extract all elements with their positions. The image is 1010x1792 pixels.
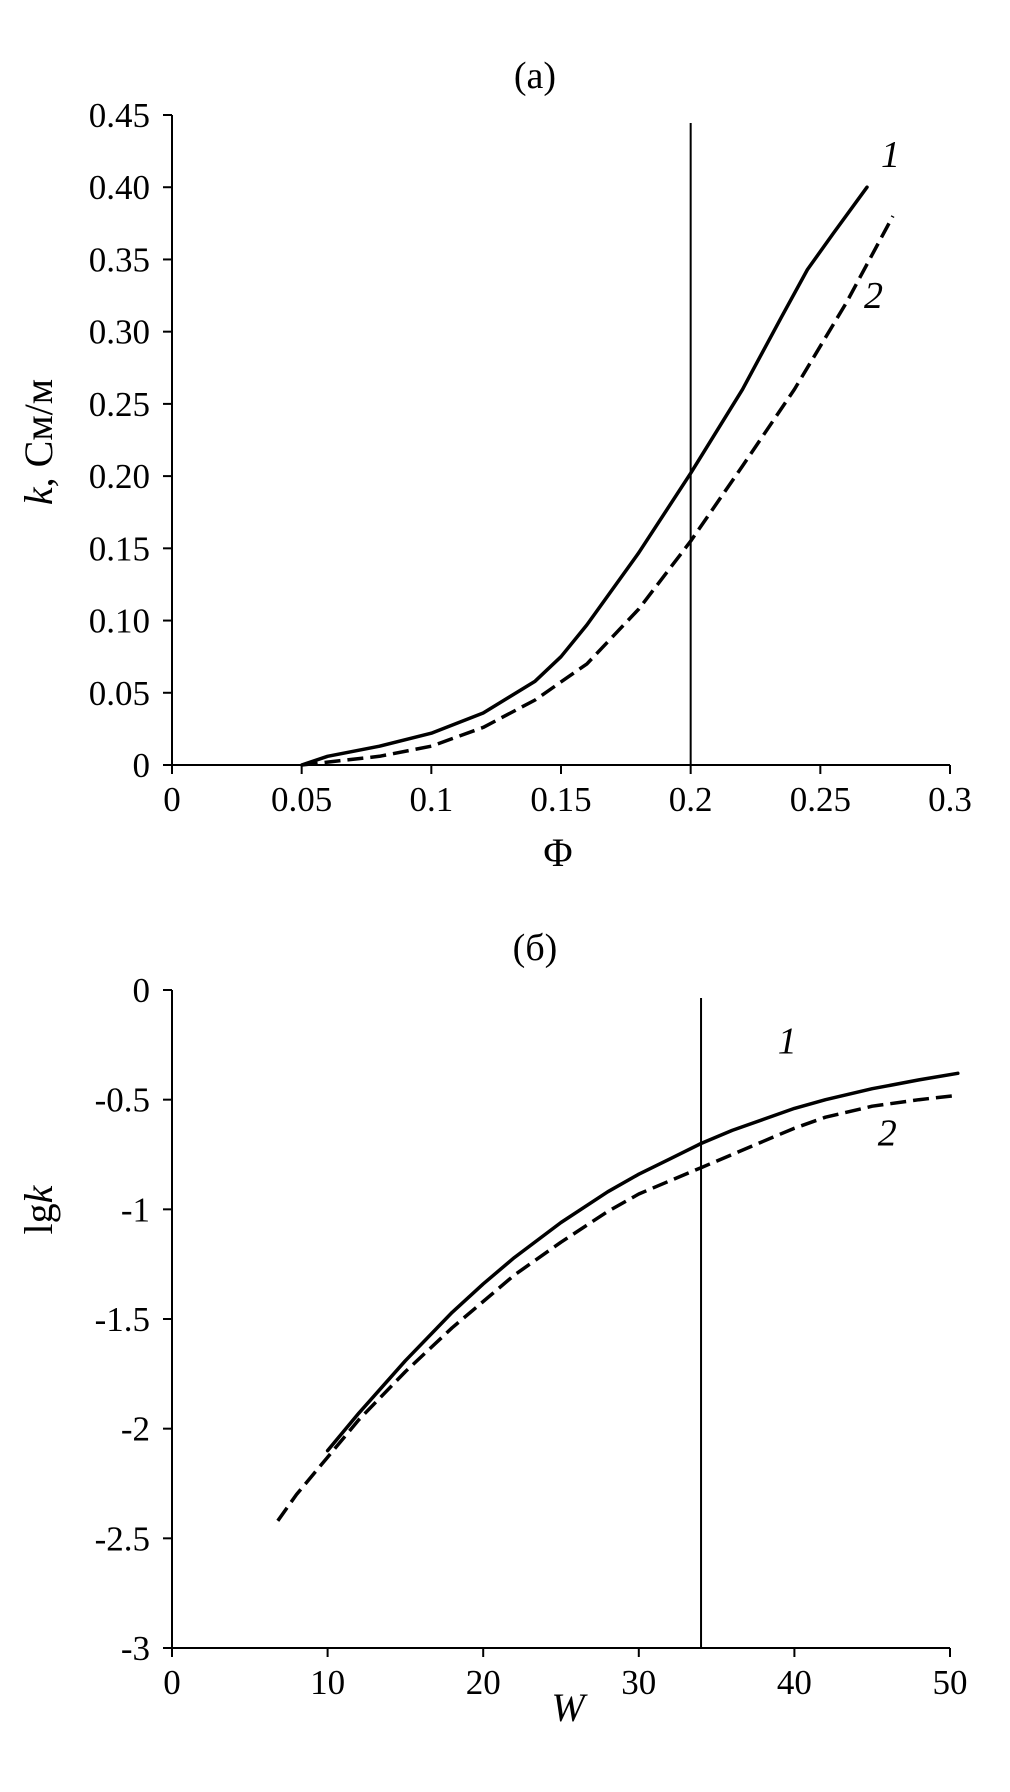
y-tick-label: 0.15 <box>89 529 150 568</box>
y-axis-title: k, См/м <box>16 379 61 505</box>
y-tick-label: 0.45 <box>89 96 150 135</box>
series-label-1: 1 <box>881 134 900 176</box>
y-tick-label: -0.5 <box>95 1081 150 1120</box>
x-tick-label: 20 <box>466 1663 501 1702</box>
x-tick-label: 0.15 <box>530 780 591 819</box>
x-tick-label: 0.05 <box>271 780 332 819</box>
series-line-1 <box>325 1071 960 1453</box>
y-tick-label: 0 <box>133 971 151 1010</box>
series-line-2 <box>301 215 895 767</box>
chart-panel-a: (a) Φ k, См/м 0 0.05 0.1 0.15 0.2 0.25 0.300.0… <box>16 55 972 875</box>
x-tick-label: 40 <box>777 1663 812 1702</box>
x-tick-label: 0 <box>163 1663 181 1702</box>
y-axis-unit: , См/м <box>16 379 61 487</box>
x-tick-label: 0.1 <box>409 780 453 819</box>
series-line-2 <box>276 1093 958 1522</box>
series-label-2: 2 <box>864 275 883 317</box>
y-axis-variable: k <box>16 486 61 505</box>
y-axis-variable: k <box>16 1184 61 1203</box>
y-tick-label: 0.35 <box>89 240 150 279</box>
y-tick-label: 0.30 <box>89 313 150 352</box>
series-label-2: 2 <box>878 1112 897 1154</box>
y-tick-label: -3 <box>121 1629 150 1668</box>
y-axis-title: lgk <box>16 1184 61 1234</box>
x-axis-title: Φ <box>543 830 572 875</box>
x-tick-label: 0.3 <box>928 780 972 819</box>
x-tick-label: 30 <box>621 1663 656 1702</box>
chart-title: (a) <box>514 55 556 97</box>
y-tick-label: -1.5 <box>95 1300 150 1339</box>
series-label-1: 1 <box>778 1020 797 1062</box>
y-tick-label: 0.40 <box>89 168 150 207</box>
x-axis-title: W <box>551 1685 588 1730</box>
y-tick-label: 0.20 <box>89 457 150 496</box>
x-tick-label: 0.2 <box>669 780 713 819</box>
y-tick-label: 0.10 <box>89 602 150 641</box>
chart-title: (б) <box>513 927 558 969</box>
chart-panel-b: (б) W lgk 0 10 20 30 40 50 -3 -2.5 -2 -1.5 -1 -0.5 0… <box>16 927 968 1730</box>
y-tick-label: 0.25 <box>89 385 150 424</box>
x-tick-label: 50 <box>933 1663 968 1702</box>
y-tick-label: -1 <box>121 1190 150 1229</box>
x-tick-label: 10 <box>310 1663 345 1702</box>
y-tick-label: 0 <box>133 746 151 785</box>
x-tick-label: 0.25 <box>790 780 851 819</box>
y-tick-label: -2 <box>121 1410 150 1449</box>
series-line-1 <box>299 185 869 767</box>
y-tick-label: 0.05 <box>89 674 150 713</box>
x-tick-label: 0 <box>163 780 181 819</box>
y-tick-label: -2.5 <box>95 1519 150 1558</box>
y-axis-prefix: lg <box>16 1203 61 1234</box>
